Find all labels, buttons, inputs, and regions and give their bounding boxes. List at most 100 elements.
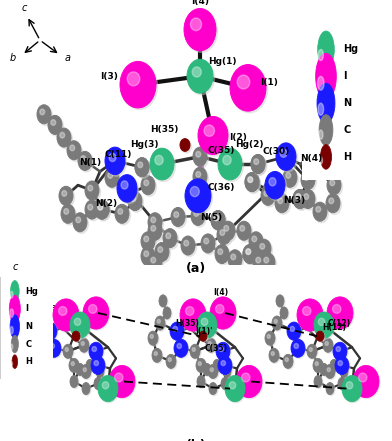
Ellipse shape	[92, 347, 96, 351]
Ellipse shape	[126, 188, 131, 194]
Ellipse shape	[342, 375, 362, 402]
Ellipse shape	[126, 188, 131, 194]
Ellipse shape	[193, 147, 207, 166]
Ellipse shape	[26, 349, 36, 363]
Ellipse shape	[245, 246, 258, 265]
Ellipse shape	[198, 362, 201, 366]
Ellipse shape	[260, 243, 265, 249]
Ellipse shape	[252, 156, 267, 175]
Ellipse shape	[89, 305, 97, 314]
Text: b: b	[0, 298, 4, 308]
Ellipse shape	[293, 341, 303, 355]
Ellipse shape	[331, 360, 339, 373]
Ellipse shape	[348, 101, 362, 121]
Ellipse shape	[111, 156, 116, 161]
Ellipse shape	[309, 144, 323, 163]
Ellipse shape	[49, 117, 64, 136]
Ellipse shape	[226, 377, 246, 403]
Ellipse shape	[251, 154, 265, 174]
Ellipse shape	[122, 63, 158, 109]
Text: C(12): C(12)	[328, 319, 351, 328]
Ellipse shape	[203, 363, 211, 375]
Ellipse shape	[81, 341, 84, 345]
Ellipse shape	[200, 118, 229, 156]
Ellipse shape	[247, 174, 261, 193]
Ellipse shape	[221, 359, 231, 374]
Ellipse shape	[308, 345, 318, 359]
Ellipse shape	[341, 366, 349, 378]
Ellipse shape	[330, 359, 338, 371]
Ellipse shape	[359, 373, 367, 382]
Ellipse shape	[149, 254, 163, 273]
Ellipse shape	[118, 209, 123, 214]
Ellipse shape	[175, 340, 189, 359]
Ellipse shape	[51, 344, 54, 348]
Ellipse shape	[274, 319, 278, 323]
Text: I(4): I(4)	[191, 0, 209, 6]
Ellipse shape	[206, 338, 216, 352]
Ellipse shape	[190, 344, 200, 359]
Ellipse shape	[171, 207, 185, 227]
Ellipse shape	[181, 140, 192, 153]
Ellipse shape	[220, 230, 225, 235]
Ellipse shape	[73, 332, 81, 342]
Ellipse shape	[321, 364, 329, 377]
Text: b: b	[10, 53, 16, 63]
Ellipse shape	[335, 356, 349, 374]
Ellipse shape	[71, 362, 74, 366]
Ellipse shape	[307, 344, 317, 359]
Ellipse shape	[338, 377, 346, 389]
Ellipse shape	[243, 244, 257, 264]
Ellipse shape	[166, 354, 176, 368]
Ellipse shape	[210, 297, 236, 329]
Ellipse shape	[354, 366, 380, 399]
Ellipse shape	[287, 322, 301, 340]
Ellipse shape	[248, 177, 253, 183]
Ellipse shape	[38, 106, 53, 125]
Ellipse shape	[279, 147, 293, 166]
Ellipse shape	[237, 75, 250, 89]
Ellipse shape	[293, 190, 307, 209]
Ellipse shape	[201, 318, 208, 325]
Ellipse shape	[96, 202, 111, 220]
Ellipse shape	[82, 382, 90, 395]
Ellipse shape	[64, 209, 69, 214]
Text: I(4): I(4)	[213, 288, 229, 297]
Ellipse shape	[346, 382, 353, 389]
Ellipse shape	[194, 211, 199, 217]
Ellipse shape	[315, 377, 323, 389]
Ellipse shape	[72, 331, 80, 341]
Ellipse shape	[191, 206, 205, 225]
Ellipse shape	[301, 170, 315, 190]
Ellipse shape	[93, 359, 103, 373]
Ellipse shape	[108, 172, 113, 178]
Ellipse shape	[264, 191, 269, 196]
Ellipse shape	[149, 214, 163, 233]
Ellipse shape	[105, 147, 125, 175]
Ellipse shape	[275, 194, 289, 213]
Ellipse shape	[37, 105, 51, 124]
Ellipse shape	[194, 169, 209, 188]
Ellipse shape	[163, 228, 177, 248]
Ellipse shape	[338, 359, 348, 374]
Text: I(1)': I(1)'	[195, 327, 212, 336]
Ellipse shape	[220, 150, 243, 182]
Ellipse shape	[270, 349, 280, 363]
Ellipse shape	[265, 183, 278, 202]
Ellipse shape	[174, 212, 179, 217]
Ellipse shape	[263, 181, 277, 200]
Ellipse shape	[180, 299, 206, 331]
Text: C(35): C(35)	[205, 344, 228, 353]
Ellipse shape	[265, 331, 275, 345]
Ellipse shape	[249, 232, 263, 251]
Ellipse shape	[336, 357, 350, 375]
Ellipse shape	[121, 181, 128, 189]
Ellipse shape	[218, 148, 242, 180]
Ellipse shape	[317, 332, 325, 342]
Ellipse shape	[280, 149, 287, 157]
Ellipse shape	[171, 323, 185, 341]
Ellipse shape	[158, 247, 163, 252]
Ellipse shape	[290, 325, 300, 339]
Ellipse shape	[197, 312, 217, 338]
Text: a: a	[65, 53, 71, 63]
